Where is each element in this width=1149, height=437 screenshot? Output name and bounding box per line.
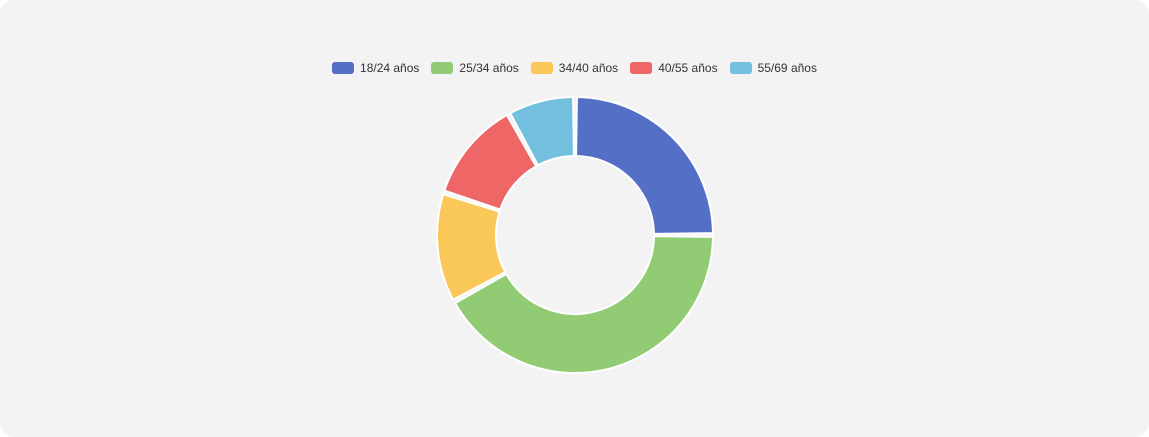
donut-slice[interactable] — [454, 235, 714, 374]
legend-label: 55/69 años — [757, 61, 817, 75]
legend-label: 34/40 años — [558, 61, 619, 75]
legend-swatch — [729, 62, 752, 74]
legend-label: 25/34 años — [459, 61, 519, 75]
legend-item[interactable]: 34/40 años — [530, 61, 619, 75]
legend-swatch — [530, 62, 553, 74]
donut-slice[interactable] — [436, 193, 507, 301]
legend-item[interactable]: 40/55 años — [630, 61, 718, 75]
donut-slice[interactable] — [575, 96, 714, 235]
legend-item[interactable]: 55/69 años — [729, 61, 817, 75]
legend-swatch — [431, 62, 454, 74]
chart-legend: 18/24 años 25/34 años 34/40 años 40/55 años… — [0, 61, 1149, 75]
donut-slice[interactable] — [509, 96, 575, 167]
legend-swatch — [332, 62, 355, 74]
legend-label: 40/55 años — [658, 61, 718, 75]
legend-label: 18/24 años — [360, 61, 420, 75]
legend-swatch — [630, 62, 653, 74]
legend-item[interactable]: 18/24 años — [332, 61, 419, 75]
donut-slice[interactable] — [443, 114, 537, 211]
legend-item[interactable]: 25/34 años — [431, 61, 519, 75]
